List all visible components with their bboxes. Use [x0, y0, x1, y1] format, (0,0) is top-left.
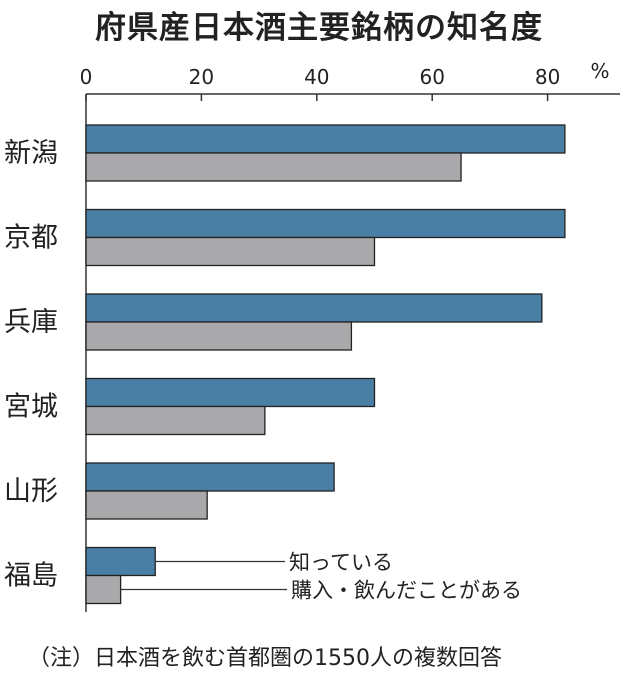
category-label: 山形 — [4, 476, 58, 507]
bar-purchased — [85, 236, 376, 267]
category-label: 京都 — [4, 223, 58, 254]
bar-known — [85, 293, 543, 323]
legend-label: 知っている — [289, 551, 393, 575]
bars — [85, 124, 566, 605]
bar-purchased — [85, 574, 122, 605]
bar-known — [85, 208, 566, 239]
bar-known — [85, 377, 376, 408]
bar-purchased — [85, 490, 208, 520]
category-label: 宮城 — [4, 392, 58, 423]
chart-title: 府県産日本酒主要銘柄の知名度 — [95, 10, 543, 46]
unit-label: % — [590, 59, 609, 83]
bar-known — [85, 546, 156, 577]
bar-purchased — [85, 405, 266, 436]
category-label: 福島 — [4, 561, 58, 592]
bar-known — [85, 462, 335, 492]
tick-label: 20 — [189, 65, 214, 89]
footnote: （注）日本酒を飲む首都圏の1550人の複数回答 — [28, 646, 502, 671]
bar-purchased — [85, 321, 353, 351]
category-label: 兵庫 — [4, 307, 58, 338]
tick-label: 60 — [419, 65, 444, 89]
category-label: 新潟 — [4, 138, 58, 169]
legend-label: 購入・飲んだことがある — [291, 579, 522, 603]
tick-label: 80 — [535, 65, 560, 89]
bar-purchased — [85, 152, 462, 182]
tick-label: 40 — [304, 65, 329, 89]
bar-known — [85, 124, 566, 154]
tick-label: 0 — [80, 65, 93, 89]
